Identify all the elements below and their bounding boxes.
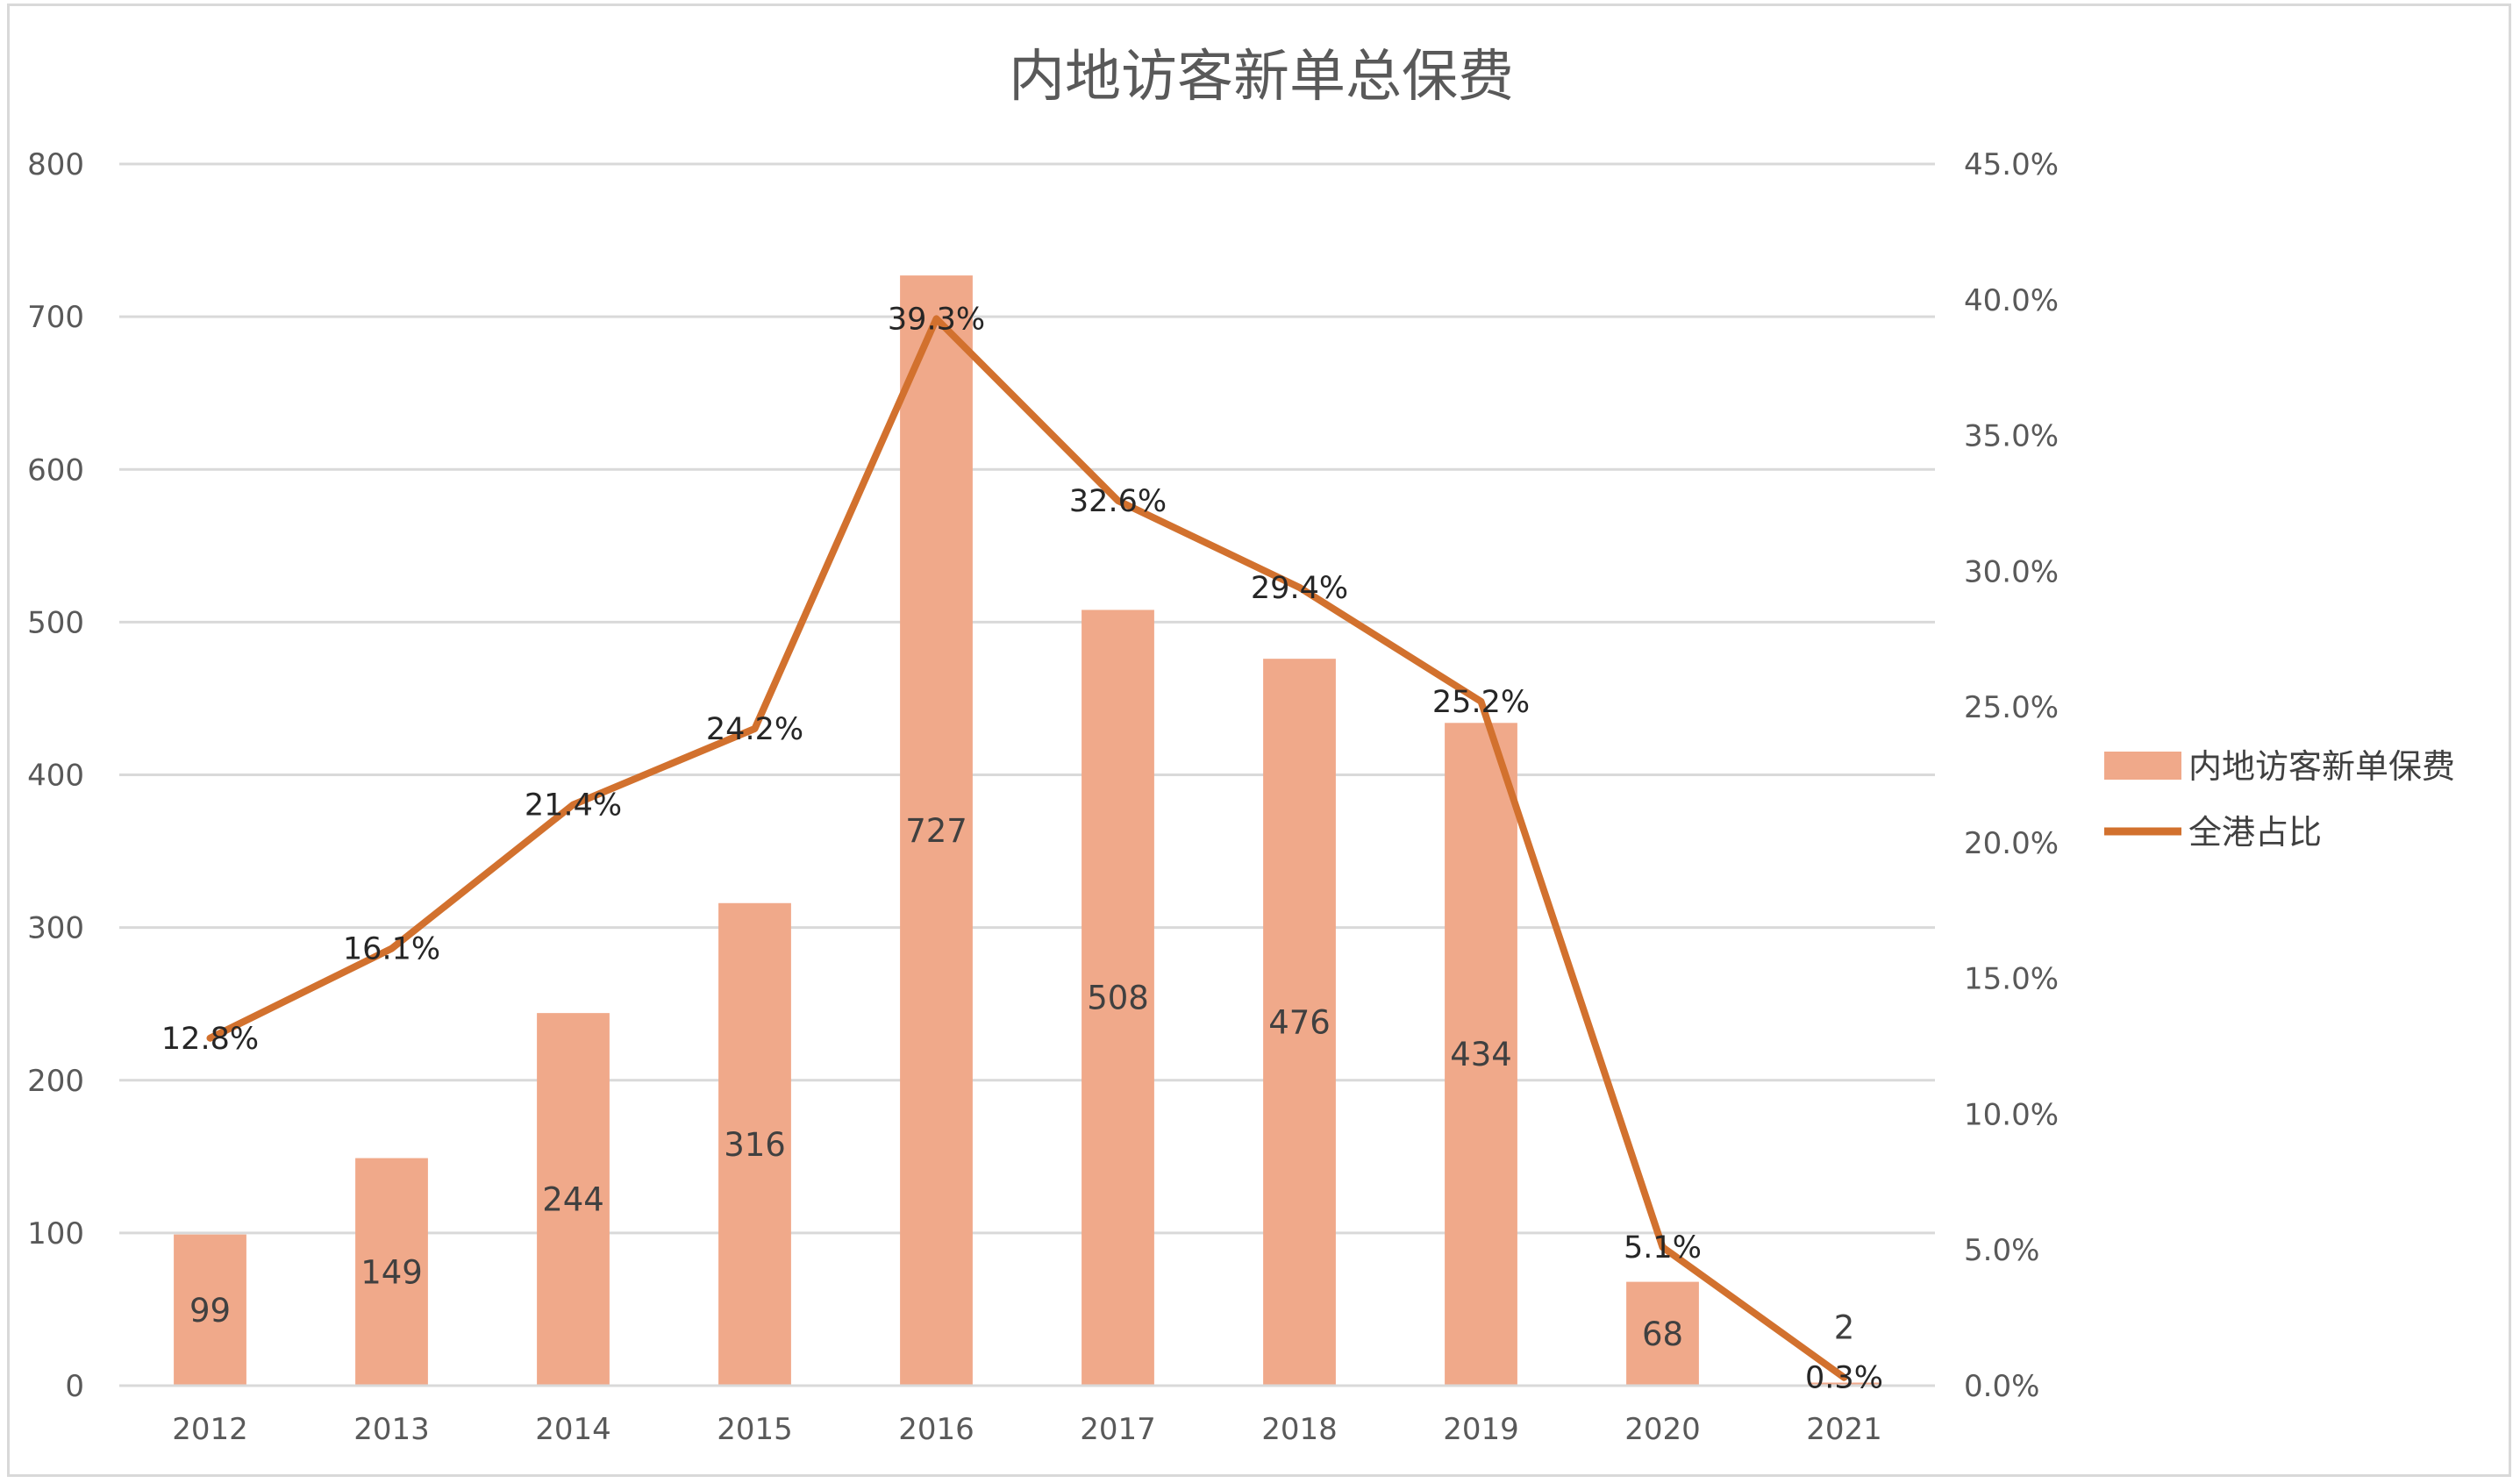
x-tick-label: 2019: [1443, 1412, 1519, 1447]
y-right-tick-label: 0.0%: [1964, 1369, 2039, 1404]
bar-data-label: 727: [905, 812, 967, 850]
line-path: [206, 315, 1848, 1381]
legend-swatch-bar: [2104, 752, 2181, 780]
bar-data-label: 244: [542, 1181, 604, 1219]
line-data-label: 5.1%: [1624, 1230, 1702, 1266]
x-tick-label: 2021: [1806, 1412, 1882, 1447]
line-point: [572, 803, 575, 806]
bar-data-label: 149: [361, 1253, 423, 1291]
y-left-tick-label: 200: [27, 1064, 84, 1099]
y-left-tick-label: 0: [65, 1369, 84, 1404]
bar-data-label: 99: [189, 1292, 231, 1330]
bar-data-labels: 99 149 244 316 727 508 476 434 68 2: [189, 812, 1854, 1353]
line-point: [753, 727, 756, 730]
y-right-tick-label: 30.0%: [1964, 554, 2059, 589]
line-series: [206, 315, 1848, 1381]
bar: [1626, 1281, 1699, 1386]
line-point: [1661, 1246, 1664, 1249]
x-axis: 2012 2013 2014 2015 2016 2017 2018 2019 2020 2021: [119, 1384, 1935, 1447]
y-left-tick-label: 700: [27, 300, 84, 335]
x-tick-label: 2015: [717, 1412, 793, 1447]
x-tick-label: 2012: [172, 1412, 248, 1447]
y-axis-right: 0.0% 5.0% 10.0% 15.0% 20.0% 25.0% 30.0% 35.0% 40…: [1964, 147, 2059, 1404]
x-tick-label: 2018: [1261, 1412, 1338, 1447]
y-right-tick-label: 25.0%: [1964, 690, 2059, 725]
line-data-label: 12.8%: [161, 1022, 259, 1057]
line-data-label: 32.6%: [1069, 484, 1167, 519]
line-point: [390, 947, 393, 950]
line-data-label: 16.1%: [343, 932, 440, 967]
x-tick-label: 2017: [1080, 1412, 1156, 1447]
bar: [355, 1158, 428, 1386]
x-tick-label: 2020: [1624, 1412, 1701, 1447]
x-tick-label: 2014: [535, 1412, 611, 1447]
bar-series: [174, 275, 1881, 1387]
line-data-label: 21.4%: [525, 788, 622, 823]
x-tick-label: 2016: [898, 1412, 974, 1447]
y-right-tick-label: 10.0%: [1964, 1097, 2059, 1132]
bar-data-label: 68: [1642, 1315, 1683, 1353]
bar-data-label: 476: [1268, 1004, 1331, 1042]
bar-data-label: 2: [1834, 1309, 1855, 1347]
bar: [900, 275, 973, 1387]
chart-title: 内地访客新单总保费: [1009, 45, 1514, 110]
bar: [1808, 1382, 1881, 1386]
bar: [1445, 723, 1517, 1386]
line-data-labels: 12.8% 16.1% 21.4% 24.2% 39.3% 32.6% 29.4% 25.2%…: [161, 302, 1883, 1395]
y-axis-left: 0 100 200 300 400 500 600 700 800: [27, 147, 84, 1404]
line-data-label: 25.2%: [1432, 685, 1530, 720]
chart-canvas: 内地访客新单总保费 0 100 200 300 400 500 600 700 800 0.0%…: [27, 45, 2455, 1447]
y-left-tick-label: 100: [27, 1216, 84, 1251]
y-right-tick-label: 45.0%: [1964, 147, 2059, 182]
bar: [1082, 610, 1154, 1386]
line-point: [1117, 499, 1119, 502]
legend-label-bar: 内地访客新单保费: [2188, 747, 2455, 786]
x-tick-label: 2013: [353, 1412, 430, 1447]
y-left-tick-label: 600: [27, 453, 84, 488]
line-point: [1480, 700, 1482, 702]
bar: [174, 1234, 246, 1386]
legend-label-line: 全港占比: [2188, 813, 2322, 852]
y-left-tick-label: 400: [27, 759, 84, 794]
y-right-tick-label: 15.0%: [1964, 962, 2059, 997]
line-point: [209, 1037, 211, 1039]
line-point: [1298, 586, 1301, 588]
bar: [537, 1013, 610, 1386]
line-data-label: 24.2%: [706, 712, 803, 747]
y-right-tick-label: 5.0%: [1964, 1233, 2039, 1268]
line-data-label: 29.4%: [1251, 571, 1348, 606]
y-right-tick-label: 40.0%: [1964, 283, 2059, 318]
y-right-tick-label: 35.0%: [1964, 419, 2059, 454]
y-left-tick-label: 500: [27, 605, 84, 640]
y-right-tick-label: 20.0%: [1964, 826, 2059, 861]
bar-data-label: 316: [724, 1126, 786, 1164]
bar: [718, 902, 791, 1386]
legend: 内地访客新单保费 全港占比: [2104, 747, 2455, 852]
line-point: [935, 317, 938, 320]
y-left-tick-label: 800: [27, 147, 84, 182]
chart-frame: 内地访客新单总保费 0 100 200 300 400 500 600 700 800 0.0%…: [7, 4, 2511, 1477]
line-data-label: 0.3%: [1805, 1361, 1883, 1396]
y-left-tick-label: 300: [27, 911, 84, 946]
line-data-label: 39.3%: [888, 302, 985, 337]
line-point: [1843, 1376, 1845, 1379]
bar-data-label: 434: [1450, 1036, 1512, 1073]
bar: [1263, 659, 1336, 1386]
bar-data-label: 508: [1087, 980, 1149, 1017]
